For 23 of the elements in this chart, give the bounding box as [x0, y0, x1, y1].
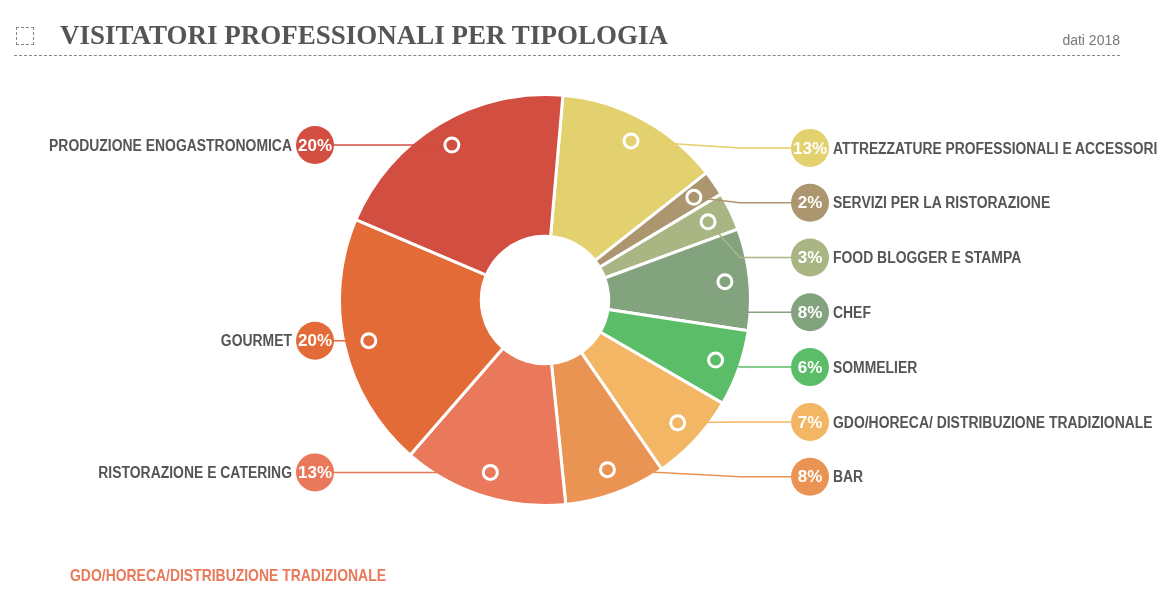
legend-label: CHEF [833, 302, 871, 322]
data-label: 20% [298, 135, 332, 155]
data-label: 2% [797, 193, 823, 213]
slice-label: GOURMET [220, 331, 293, 350]
chart-subtitle: dati 2018 [1062, 32, 1120, 48]
data-label: 13% [793, 138, 827, 158]
text: GDO/HORECA/DISTRIBUZIONE TRADIZIONALE [70, 566, 386, 586]
legend-label: SOMMELIER [833, 357, 918, 377]
slice-label: PRODUZIONE ENOGASTRONOMICA [49, 135, 292, 154]
legend-label: BAR [833, 467, 864, 486]
legend-label: FOOD BLOGGER E STAMPA [833, 247, 1022, 267]
data-label: 6% [797, 357, 823, 377]
legend-label: SERVIZI PER LA RISTORAZIONE [833, 193, 1051, 212]
chart-title: VISITATORI PROFESSIONALI PER TIPOLOGIA [60, 20, 668, 51]
data-label: 13% [298, 463, 332, 483]
data-label: 8% [797, 303, 823, 323]
legend-label: GDO/HORECA/ DISTRIBUZIONE TRADIZIONALE [833, 412, 1153, 431]
legend-label: ATTREZZATURE PROFESSIONALI E ACCESSORI [833, 138, 1158, 157]
data-label: 20% [298, 331, 332, 351]
data-label: 3% [797, 248, 823, 268]
slice-label: RISTORAZIONE E CATERING [98, 462, 292, 482]
data-label: 7% [797, 412, 823, 432]
data-label: 8% [797, 467, 823, 487]
